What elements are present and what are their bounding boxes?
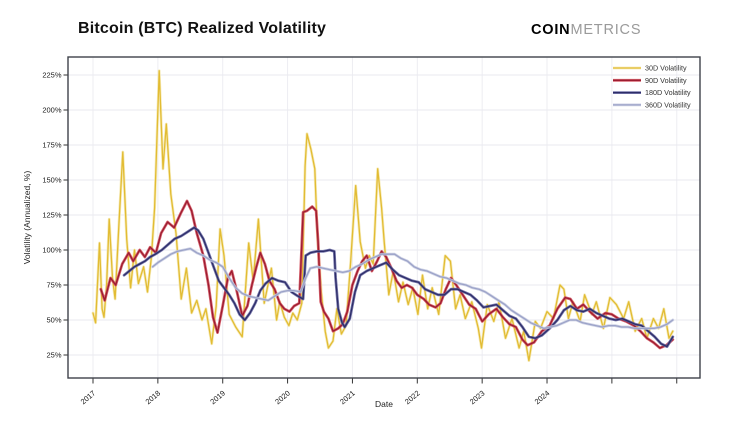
chart-title: Bitcoin (BTC) Realized Volatility: [78, 20, 327, 37]
series-line-360d-volatility: [152, 247, 674, 330]
x-tick-label-2021: 2021: [338, 389, 357, 407]
legend-label-90d-volatility: 90D Volatility: [645, 76, 687, 85]
x-tick-label-2018: 2018: [144, 389, 163, 407]
y-tick-label-175: 175%: [42, 141, 62, 150]
series-line-30d-volatility: [92, 70, 674, 362]
x-tick-label-2023: 2023: [468, 389, 487, 407]
series-line-180d-volatility: [123, 226, 674, 348]
y-tick-label-50: 50%: [46, 316, 61, 325]
x-tick-label-2017: 2017: [79, 389, 98, 407]
y-tick-label-125: 125%: [42, 211, 62, 220]
x-tick-label-2022: 2022: [403, 389, 422, 407]
legend-label-30d-volatility: 30D Volatility: [645, 64, 687, 73]
y-tick-label-200: 200%: [42, 106, 62, 115]
y-tick-label-75: 75%: [46, 281, 61, 290]
y-tick-label-25: 25%: [46, 351, 61, 360]
y-tick-label-225: 225%: [42, 71, 62, 80]
y-tick-label-150: 150%: [42, 176, 62, 185]
x-tick-label-2019: 2019: [208, 389, 227, 407]
logo-coin-text: COIN: [531, 22, 571, 38]
plot-border: [67, 56, 701, 379]
legend-label-360d-volatility: 360D Volatility: [645, 101, 691, 110]
series-line-90d-volatility: [100, 200, 674, 349]
logo-metrics-text: METRICS: [570, 22, 642, 38]
x-tick-label-2020: 2020: [273, 389, 292, 407]
x-axis-title: Date: [375, 399, 393, 409]
coinmetrics-logo: COINMETRICS: [531, 22, 641, 38]
x-tick-label-2024: 2024: [533, 389, 552, 407]
legend-label-180d-volatility: 180D Volatility: [645, 88, 691, 97]
y-tick-label-100: 100%: [42, 246, 62, 255]
y-axis-title: Volatility (Annualized, %): [22, 171, 32, 265]
